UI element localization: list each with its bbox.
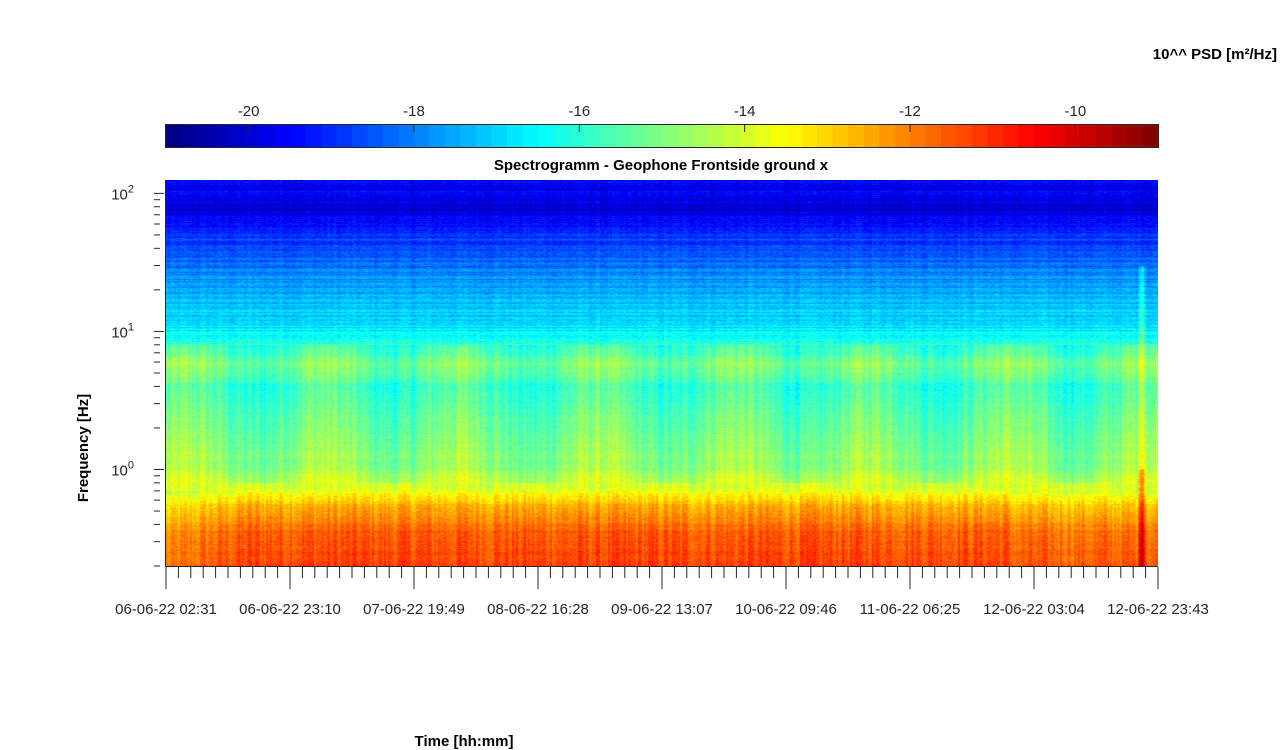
x-tick-label: 06-06-22 02:31 <box>115 601 217 618</box>
colorbar-swatch <box>553 125 570 147</box>
colorbar-tick-label: -20 <box>238 103 260 120</box>
colorbar-swatch <box>429 125 446 147</box>
colorbar-swatch <box>290 125 307 147</box>
colorbar-swatch <box>1049 125 1066 147</box>
colorbar-tick-label: -14 <box>734 103 756 120</box>
x-tick-label: 11-06-22 06:25 <box>860 601 961 618</box>
colorbar-tick-label: -18 <box>403 103 425 120</box>
colorbar-swatch <box>476 125 493 147</box>
colorbar-swatch <box>863 125 880 147</box>
colorbar-swatch <box>491 125 508 147</box>
colorbar-swatch <box>228 125 245 147</box>
colorbar-swatch <box>1034 125 1051 147</box>
colorbar-swatch <box>646 125 663 147</box>
colorbar-swatch <box>941 125 958 147</box>
x-tick-label: 12-06-22 23:43 <box>1107 601 1209 618</box>
colorbar-swatch <box>212 125 229 147</box>
colorbar-swatch <box>243 125 260 147</box>
colorbar-swatch <box>662 125 679 147</box>
chart-title: Spectrogramm - Geophone Frontside ground… <box>494 157 829 174</box>
colorbar-swatch <box>615 125 632 147</box>
colorbar-swatch <box>910 125 927 147</box>
x-tick-label: 12-06-22 03:04 <box>983 601 1085 618</box>
spectrogram-heatmap <box>166 180 1158 566</box>
colorbar-swatch <box>600 125 617 147</box>
colorbar-swatch <box>739 125 756 147</box>
y-tick-label: 100 <box>111 460 134 480</box>
colorbar-swatch <box>801 125 818 147</box>
colorbar-swatch <box>414 125 431 147</box>
colorbar-swatch <box>786 125 803 147</box>
colorbar-ticks <box>248 125 1076 132</box>
colorbar-swatch <box>724 125 741 147</box>
colorbar-swatch <box>274 125 291 147</box>
colorbar-swatch <box>445 125 462 147</box>
x-axis-ticks <box>165 567 1159 589</box>
colorbar-swatch <box>383 125 400 147</box>
colorbar-swatch <box>956 125 973 147</box>
colorbar-swatch <box>1127 125 1144 147</box>
colorbar-swatch <box>1018 125 1035 147</box>
colorbar-swatch <box>1096 125 1113 147</box>
colorbar-swatch <box>166 125 183 147</box>
colorbar-swatch <box>367 125 384 147</box>
colorbar-swatch <box>693 125 710 147</box>
colorbar-swatch <box>321 125 338 147</box>
colorbar-swatch <box>755 125 772 147</box>
colorbar-swatch <box>352 125 369 147</box>
x-tick-label: 07-06-22 19:49 <box>363 601 465 618</box>
x-tick-label: 09-06-22 13:07 <box>611 601 713 618</box>
colorbar-tick-label: -16 <box>568 103 590 120</box>
colorbar-swatch <box>1142 125 1159 147</box>
colorbar-swatch <box>677 125 694 147</box>
colorbar-swatch <box>817 125 834 147</box>
y-tick-label: 102 <box>111 183 134 203</box>
colorbar-swatch <box>305 125 322 147</box>
colorbar-swatch <box>398 125 415 147</box>
y-axis-tick-labels: 100 101 102 <box>111 183 134 479</box>
y-axis-ticks <box>154 192 164 567</box>
colorbar-swatch <box>569 125 586 147</box>
x-axis-label: Time [hh:mm] <box>415 733 514 750</box>
colorbar-tick-labels: -20 -18 -16 -14 -12 -10 <box>238 103 1086 120</box>
colorbar-swatch <box>1111 125 1128 147</box>
colorbar-swatch <box>181 125 198 147</box>
colorbar-swatch <box>1065 125 1082 147</box>
colorbar-swatch <box>584 125 601 147</box>
colorbar-swatch <box>538 125 555 147</box>
colorbar-tick-label: -12 <box>899 103 921 120</box>
colorbar-swatch <box>460 125 477 147</box>
colorbar-swatch <box>972 125 989 147</box>
colorbar-swatch <box>1080 125 1097 147</box>
colorbar-swatch <box>925 125 942 147</box>
x-tick-label: 08-06-22 16:28 <box>487 601 589 618</box>
colorbar-swatch <box>507 125 524 147</box>
colorbar-gradient <box>166 125 1159 147</box>
y-tick-label: 101 <box>111 321 134 341</box>
colorbar-swatch <box>708 125 725 147</box>
colorbar-swatch <box>894 125 911 147</box>
colorbar-swatch <box>879 125 896 147</box>
colorbar-tick-label: -10 <box>1064 103 1086 120</box>
colorbar-swatch <box>336 125 353 147</box>
x-axis-tick-labels: 06-06-22 02:31 06-06-22 23:10 07-06-22 19:… <box>115 601 1209 618</box>
colorbar-swatch <box>770 125 787 147</box>
y-axis-label: Frequency [Hz] <box>75 394 92 502</box>
colorbar-title: 10^^ PSD [m²/Hz] <box>1153 46 1277 63</box>
colorbar-swatch <box>832 125 849 147</box>
colorbar-swatch <box>259 125 276 147</box>
colorbar-swatch <box>631 125 648 147</box>
colorbar-swatch <box>987 125 1004 147</box>
x-tick-label: 06-06-22 23:10 <box>239 601 341 618</box>
colorbar-swatch <box>848 125 865 147</box>
colorbar-frame <box>165 124 1159 148</box>
x-tick-label: 10-06-22 09:46 <box>735 601 837 618</box>
colorbar-swatch <box>522 125 539 147</box>
colorbar-swatch <box>1003 125 1020 147</box>
colorbar-swatch <box>197 125 214 147</box>
